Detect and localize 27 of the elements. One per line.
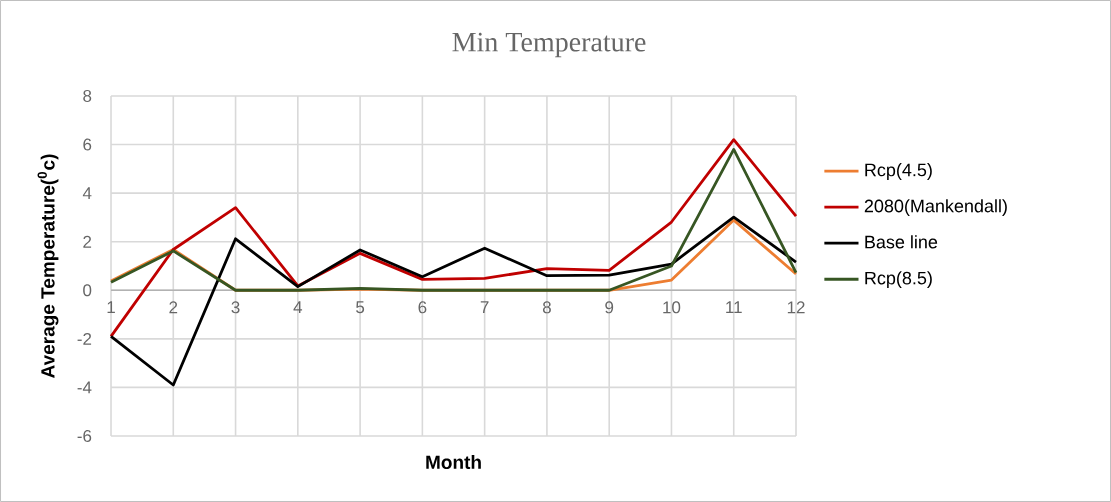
x-tick-label: 10 bbox=[663, 301, 681, 314]
legend-label: Base line bbox=[865, 235, 938, 249]
legend-label: 2080(Mankendall) bbox=[864, 199, 1007, 216]
y-tick-label: -4 bbox=[77, 381, 92, 394]
chart-title: Min Temperature bbox=[452, 32, 646, 58]
x-tick-label: 5 bbox=[356, 301, 365, 314]
legend-label: Rcp(8.5) bbox=[865, 271, 932, 288]
x-tick-label: 7 bbox=[480, 301, 489, 314]
x-tick-label: 9 bbox=[605, 301, 614, 314]
y-axis-title: Average Temperature($^{0}$c) bbox=[37, 154, 59, 378]
x-tick-label: 12 bbox=[787, 301, 805, 314]
x-tick-label: 11 bbox=[726, 301, 742, 314]
y-tick-label: 8 bbox=[83, 89, 92, 102]
x-tick-label: 8 bbox=[542, 301, 551, 314]
y-tick-label: 6 bbox=[83, 138, 92, 151]
y-tick-label: 2 bbox=[83, 235, 92, 248]
y-tick-label: -2 bbox=[77, 332, 92, 345]
x-tick-label: 3 bbox=[231, 301, 240, 314]
y-tick-label: 0 bbox=[83, 284, 92, 297]
x-tick-label: 2 bbox=[169, 301, 178, 314]
y-tick-label: -6 bbox=[77, 429, 92, 442]
y-tick-label: 4 bbox=[82, 187, 92, 199]
x-axis-title: Month bbox=[426, 455, 481, 470]
x-tick-label: 6 bbox=[418, 301, 427, 314]
legend-label: Rcp(4.5) bbox=[865, 163, 932, 180]
x-tick-label: 1 bbox=[107, 301, 115, 314]
x-tick-label: 4 bbox=[293, 301, 303, 314]
